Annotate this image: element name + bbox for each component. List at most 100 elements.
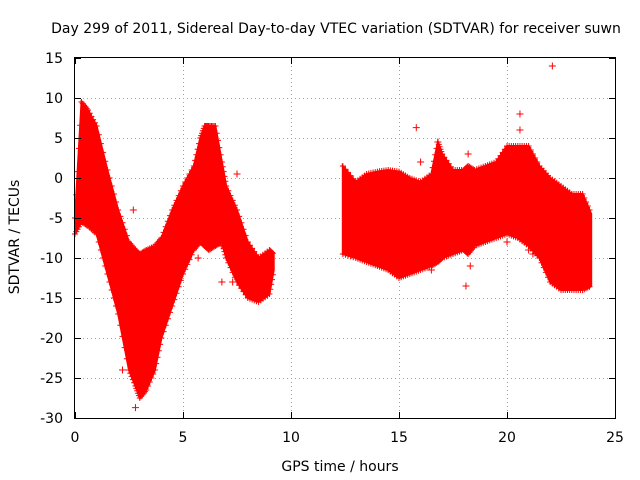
data-point <box>175 192 182 199</box>
y-tick-label: 0 <box>54 171 63 187</box>
data-point <box>529 151 536 157</box>
data-point <box>214 137 221 144</box>
x-tick-label: 5 <box>179 430 188 446</box>
data-point <box>222 178 229 185</box>
data-point <box>242 232 249 239</box>
outlier-point <box>119 366 127 374</box>
data-point <box>538 259 545 266</box>
data-point <box>269 271 276 278</box>
data-point <box>182 179 189 185</box>
data-point <box>432 151 439 158</box>
outlier-point <box>129 206 137 214</box>
data-point <box>104 271 111 277</box>
data-point <box>169 207 176 213</box>
data-point <box>495 155 502 162</box>
data-point <box>428 171 435 177</box>
data-points <box>72 62 593 412</box>
data-point <box>493 159 500 165</box>
data-point <box>164 315 171 322</box>
data-point <box>229 269 236 276</box>
data-point <box>171 296 178 303</box>
data-point <box>184 261 191 268</box>
outlier-point <box>229 278 237 286</box>
data-point <box>236 213 243 220</box>
data-point <box>153 360 160 367</box>
data-point <box>164 218 171 225</box>
data-point <box>128 373 135 380</box>
data-point <box>95 239 102 245</box>
data-point <box>584 203 591 209</box>
data-point <box>115 207 122 213</box>
data-point <box>227 264 234 271</box>
data-point <box>212 123 219 129</box>
data-point <box>586 283 593 290</box>
data-point <box>192 157 199 164</box>
data-point <box>532 155 539 161</box>
data-point <box>249 245 256 252</box>
data-point <box>95 131 102 138</box>
outlier-point <box>529 250 537 258</box>
data-point <box>350 254 357 261</box>
data-point <box>251 248 258 255</box>
data-point <box>143 387 150 393</box>
outlier-point <box>233 254 241 262</box>
data-point <box>177 187 184 194</box>
data-point <box>339 163 346 169</box>
data-band <box>74 99 275 401</box>
data-point <box>113 303 120 309</box>
y-tick-label: -30 <box>40 411 63 427</box>
y-tick-label: 5 <box>54 131 63 147</box>
data-point <box>246 242 253 249</box>
data-point <box>84 107 91 113</box>
data-point <box>115 311 122 317</box>
outlier-point <box>233 170 241 178</box>
outlier-point <box>434 138 442 146</box>
data-point <box>350 175 357 182</box>
data-point <box>223 255 230 261</box>
data-point <box>217 151 224 158</box>
outlier-point <box>503 238 511 246</box>
outlier-point <box>194 254 202 262</box>
data-point <box>433 145 440 152</box>
data-point <box>219 163 226 170</box>
outlier-point <box>417 178 425 186</box>
data-point <box>110 295 117 301</box>
data-point <box>180 271 186 277</box>
y-tick-label: -5 <box>49 211 63 227</box>
data-point <box>74 168 81 175</box>
data-point <box>119 219 126 226</box>
data-point <box>499 149 506 156</box>
data-point <box>175 283 182 290</box>
data-point <box>540 264 547 271</box>
data-point <box>108 287 115 293</box>
y-tick-label: -25 <box>40 371 63 387</box>
data-point <box>347 172 354 179</box>
data-point <box>536 255 543 261</box>
data-point <box>119 333 126 340</box>
data-point <box>222 251 229 258</box>
data-point <box>160 229 167 236</box>
data-point <box>266 291 273 297</box>
data-point <box>117 322 124 329</box>
data-point <box>195 140 202 147</box>
data-point <box>497 152 504 159</box>
data-point <box>267 286 274 293</box>
data-point <box>75 145 82 152</box>
data-point <box>167 309 174 316</box>
data-point <box>229 197 236 204</box>
data-point <box>90 116 97 123</box>
y-tick-label: -10 <box>40 251 63 267</box>
data-point <box>268 281 275 288</box>
data-point <box>220 168 227 175</box>
data-point <box>106 175 113 181</box>
data-point <box>238 285 245 292</box>
data-point <box>231 202 238 209</box>
outlier-point <box>525 246 533 254</box>
data-point <box>225 259 232 266</box>
data-point <box>339 251 346 257</box>
data-point <box>430 158 437 165</box>
data-point <box>97 140 104 147</box>
data-point <box>146 379 153 385</box>
data-point <box>218 159 225 165</box>
data-point <box>171 202 178 209</box>
